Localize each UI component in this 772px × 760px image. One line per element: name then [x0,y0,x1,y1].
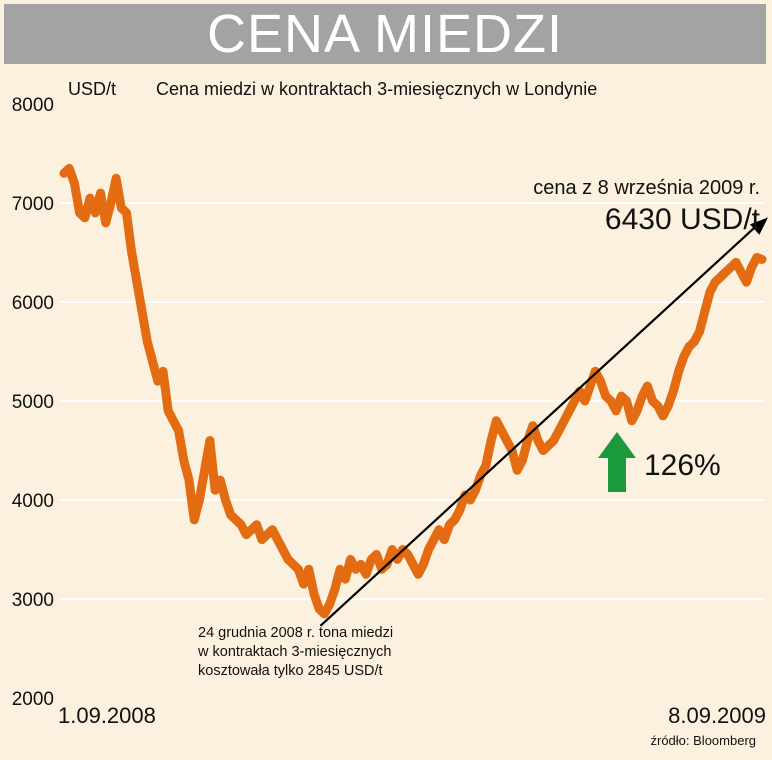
low-note-line: 24 grudnia 2008 r. tona miedzi [198,625,394,641]
series-line-copper-price [59,163,767,619]
chart-title: CENA MIEDZI [206,4,564,64]
price-value: 6430 USD/t [604,203,760,236]
low-note-line: w kontraktach 3-miesięcznych [198,644,392,660]
y-tick-label: 4000 [12,491,54,512]
y-tick-label: 2000 [12,689,54,710]
gain-label: 126% [644,449,721,482]
up-arrow-icon [598,432,636,492]
y-tick-label: 7000 [12,194,54,215]
x-end-label: 8.09.2009 [668,703,766,728]
y-unit-label: USD/t [68,79,117,99]
gridlines [60,202,764,600]
trend-arrow-line [319,223,759,627]
low-price-note: 24 grudnia 2008 r. tona miedzi w kontrak… [198,624,393,681]
source-label: źródło: Bloomberg [650,733,757,748]
x-start-label: 1.09.2008 [58,703,156,728]
y-tick-label: 8000 [12,95,54,116]
trend-arrow-head [749,217,768,235]
low-note-line: kosztowała tylko 2845 USD/t [198,663,383,679]
arrows-group [319,217,768,627]
series-group [59,163,767,619]
y-tick-labels: 8000 7000 6000 5000 4000 3000 2000 [12,95,54,710]
price-note: cena z 8 września 2009 r. [533,177,760,199]
chart-subtitle: Cena miedzi w kontraktach 3-miesięcznych… [156,79,598,99]
y-tick-label: 3000 [12,590,54,611]
banner: CENA MIEDZI [0,0,772,70]
y-tick-label: 5000 [12,392,54,413]
banner-box: CENA MIEDZI [4,4,766,64]
y-tick-label: 6000 [12,293,54,314]
